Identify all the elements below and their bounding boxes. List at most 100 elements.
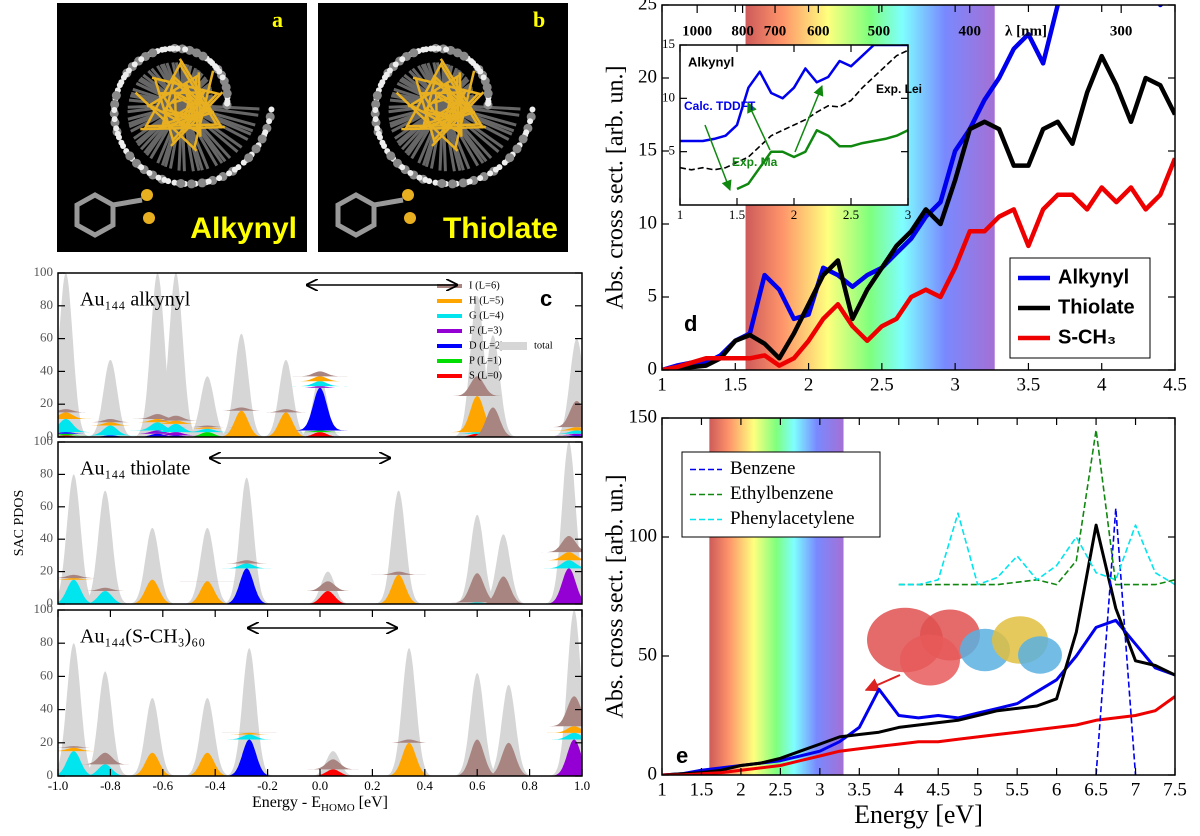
pdos-peak — [222, 734, 277, 740]
atom — [409, 48, 419, 58]
series-line — [1095, 507, 1137, 775]
pdos-peak — [476, 576, 531, 604]
x-tick-label: -0.8 — [100, 778, 121, 793]
gold-bond — [439, 58, 485, 129]
ligand-bond — [373, 197, 404, 208]
total-peak — [77, 490, 133, 604]
total-peak — [381, 648, 437, 776]
gold-bond — [143, 60, 184, 130]
atom — [518, 134, 528, 144]
pdos-peak — [546, 696, 582, 727]
total-peak — [130, 273, 185, 437]
atom — [399, 164, 406, 171]
atom — [437, 178, 447, 188]
pdos-peak — [371, 574, 426, 604]
gold-bond — [446, 83, 460, 121]
x-tick-label: 4 — [1097, 375, 1107, 396]
atom — [262, 129, 269, 136]
total-peak — [125, 698, 180, 776]
atom — [443, 46, 450, 53]
atom — [257, 134, 267, 144]
gold-bond — [146, 73, 201, 108]
pdos-peak — [58, 574, 101, 579]
y-tick-label: 5 — [669, 143, 676, 158]
pdos-peak — [449, 396, 505, 433]
y-tick-label: 25 — [638, 0, 657, 14]
gold-bond — [422, 76, 437, 127]
gold-bond — [433, 90, 460, 107]
gold-bond — [419, 110, 476, 130]
series-line — [662, 157, 1175, 370]
series-label: Calc. TDDFT — [684, 99, 756, 113]
pdos-peak — [58, 579, 101, 604]
pdos-peak — [549, 427, 582, 431]
atom — [231, 166, 238, 173]
x-tick-label: 2 — [791, 207, 798, 222]
plot-frame — [57, 441, 583, 605]
pdos-peak — [546, 739, 582, 776]
y-tick-label: 0 — [648, 358, 658, 379]
x-tick-label: 2.5 — [843, 207, 859, 222]
atom — [374, 125, 381, 132]
pdos-peak — [77, 587, 133, 592]
pdos-chart: 0 20 40 60 80 100 SAC PDOS Au₁₄₄ thiolate — [12, 433, 583, 610]
pdos-peak — [58, 747, 101, 752]
atom — [379, 79, 386, 86]
top-tick-label: 500 — [868, 23, 891, 39]
atom — [125, 151, 135, 161]
pdos-peak — [58, 432, 94, 434]
atom — [125, 67, 132, 74]
gold-bond — [432, 74, 474, 114]
atom — [111, 91, 121, 101]
legend-label: P (L=1) — [469, 355, 502, 366]
pdos-peak — [130, 422, 185, 431]
pdos-peak — [58, 419, 94, 433]
ligand-gold — [402, 189, 414, 201]
pointer-arrow — [864, 674, 901, 692]
gold-bond — [172, 90, 199, 107]
legend-label: Thiolate — [1058, 296, 1135, 318]
gold-bond — [441, 89, 467, 133]
pdos-peak — [148, 420, 204, 424]
y-tick-label: 80 — [40, 465, 53, 480]
total-peak — [371, 490, 426, 604]
atom — [209, 60, 216, 67]
gold-bond — [162, 85, 188, 112]
plot-frame — [661, 417, 1176, 776]
series-label: Exp. Lei — [876, 82, 922, 96]
y-tick-label: 40 — [40, 362, 53, 377]
plot-frame — [57, 272, 583, 438]
pdos-peak — [58, 412, 94, 419]
atom — [113, 125, 120, 132]
pdos-peak — [292, 381, 348, 387]
pdos-peak — [449, 739, 505, 776]
atom — [435, 45, 442, 52]
top-tick-label: 700 — [764, 23, 787, 39]
gold-bond — [178, 58, 224, 129]
legend-box — [681, 451, 881, 538]
atom — [480, 74, 487, 81]
atom — [527, 118, 534, 125]
pdos-peak — [300, 591, 356, 604]
atom — [138, 164, 145, 171]
y-tick-label: 20 — [40, 563, 53, 578]
y-tick-label: 0 — [648, 763, 658, 784]
atom — [240, 159, 247, 166]
x-axis-label-part: Energy [eV] — [854, 800, 983, 829]
pdos-peak — [449, 376, 505, 396]
top-tick-label: 1000 — [682, 23, 712, 39]
atom — [169, 45, 176, 52]
y-tick-label: 20 — [40, 734, 53, 749]
pdos-peak — [125, 752, 180, 776]
atom — [268, 106, 275, 113]
panel-letter: c — [540, 286, 552, 311]
atom — [483, 89, 493, 99]
atom — [492, 166, 499, 173]
atom — [383, 71, 390, 78]
x-axis-label-part: HOMO — [321, 802, 355, 814]
pdos-peak — [180, 428, 235, 433]
y-tick-label: 20 — [638, 66, 657, 87]
atom — [474, 65, 481, 72]
bond — [128, 103, 183, 126]
